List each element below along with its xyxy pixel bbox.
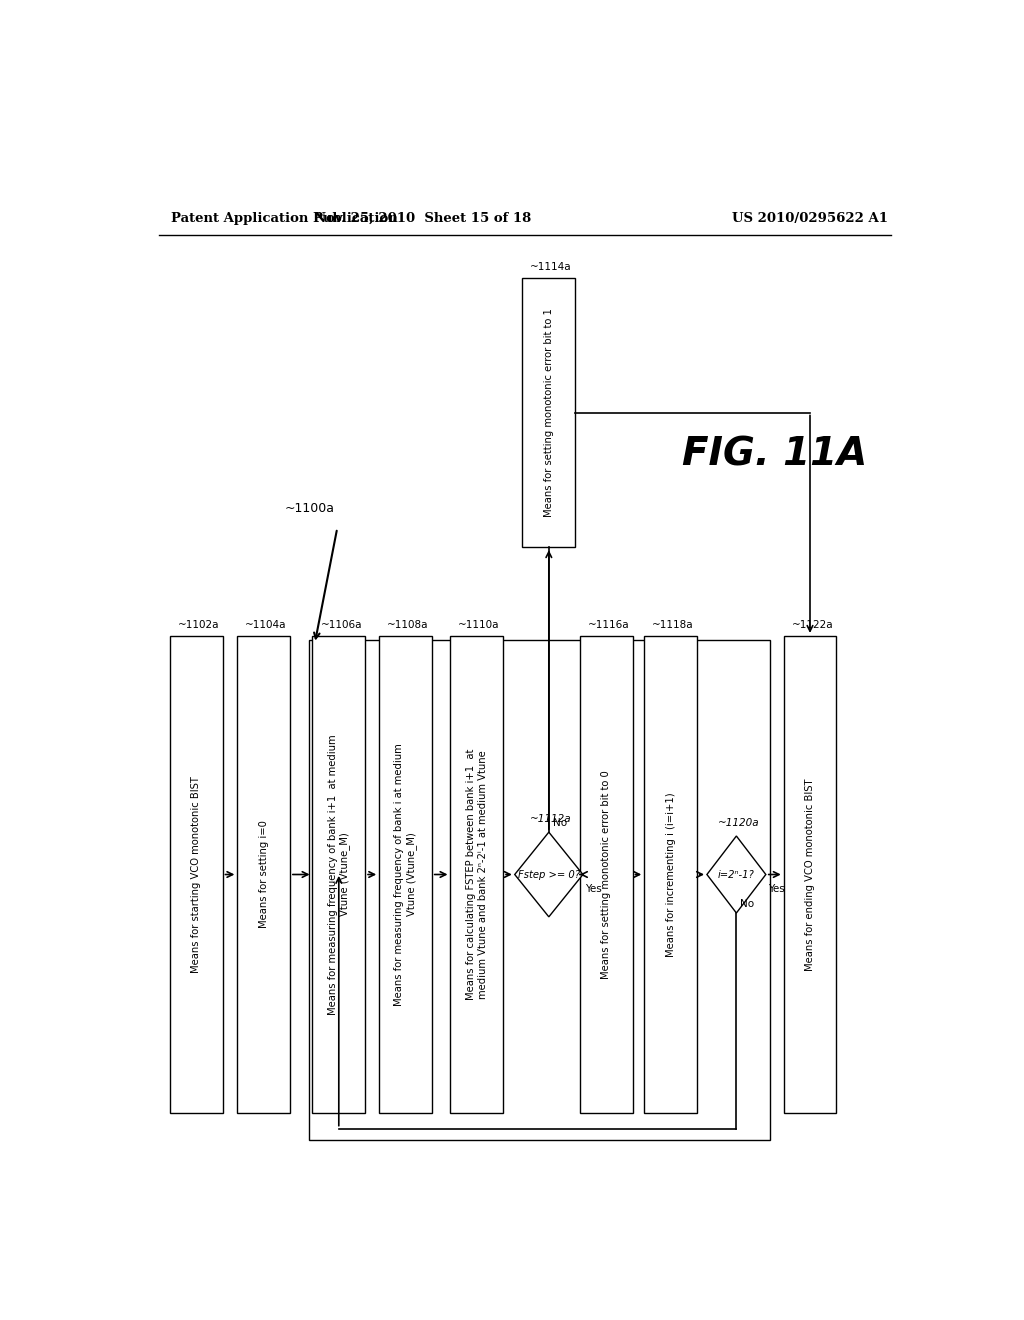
Text: US 2010/0295622 A1: US 2010/0295622 A1: [732, 213, 889, 224]
Text: Patent Application Publication: Patent Application Publication: [171, 213, 397, 224]
Text: ~1122a: ~1122a: [792, 619, 834, 630]
Text: Nov. 25, 2010  Sheet 15 of 18: Nov. 25, 2010 Sheet 15 of 18: [314, 213, 531, 224]
Text: No: No: [740, 899, 755, 909]
Bar: [644, 636, 697, 1113]
Text: FIG. 11A: FIG. 11A: [683, 436, 867, 474]
Polygon shape: [707, 836, 766, 913]
Bar: [580, 636, 633, 1113]
Text: ~1102a: ~1102a: [178, 619, 219, 630]
Text: Means for ending VCO monotonic BIST: Means for ending VCO monotonic BIST: [805, 779, 815, 970]
Bar: [170, 636, 222, 1113]
Bar: [451, 636, 503, 1113]
Text: ~1104a: ~1104a: [245, 619, 287, 630]
Text: No: No: [553, 818, 567, 829]
Bar: [312, 636, 366, 1113]
Text: ~1106a: ~1106a: [321, 619, 361, 630]
Text: ~1100a: ~1100a: [285, 502, 335, 515]
Text: ~1116a: ~1116a: [588, 619, 630, 630]
Text: ~1120a: ~1120a: [718, 818, 760, 829]
Text: Means for starting VCO monotonic BIST: Means for starting VCO monotonic BIST: [191, 776, 201, 973]
Text: i=2ⁿ-1?: i=2ⁿ-1?: [718, 870, 755, 879]
Polygon shape: [515, 832, 583, 917]
Bar: [522, 277, 575, 548]
Text: Yes: Yes: [768, 884, 785, 894]
Bar: [379, 636, 432, 1113]
Text: ~1110a: ~1110a: [459, 619, 500, 630]
Text: ~1108a: ~1108a: [387, 619, 428, 630]
Text: Means for setting monotonic error bit to 1: Means for setting monotonic error bit to…: [544, 308, 554, 517]
Bar: [783, 636, 837, 1113]
Text: Fstep >= 0?: Fstep >= 0?: [518, 870, 580, 879]
Text: ~1114a: ~1114a: [530, 261, 572, 272]
Text: ~1112a: ~1112a: [530, 814, 572, 825]
Text: Means for setting i=0: Means for setting i=0: [259, 821, 268, 928]
Bar: [308, 640, 770, 1140]
Text: Means for measuring frequency of bank i at medium
Vtune (Vtune_M): Means for measuring frequency of bank i …: [394, 743, 417, 1006]
Text: Means for calculating FSTEP between bank i+1  at
medium Vtune and bank 2ⁿ-2ⁱ-1 a: Means for calculating FSTEP between bank…: [466, 748, 487, 1001]
Text: Means for incrementing i (i=i+1): Means for incrementing i (i=i+1): [666, 792, 676, 957]
Bar: [238, 636, 290, 1113]
Text: Means for measuring frequency of bank i+1  at medium
Vtune (Vtune_M): Means for measuring frequency of bank i+…: [328, 734, 350, 1015]
Text: Means for setting monotonic error bit to 0: Means for setting monotonic error bit to…: [601, 770, 611, 979]
Text: ~1118a: ~1118a: [652, 619, 693, 630]
Text: Yes: Yes: [586, 884, 602, 894]
